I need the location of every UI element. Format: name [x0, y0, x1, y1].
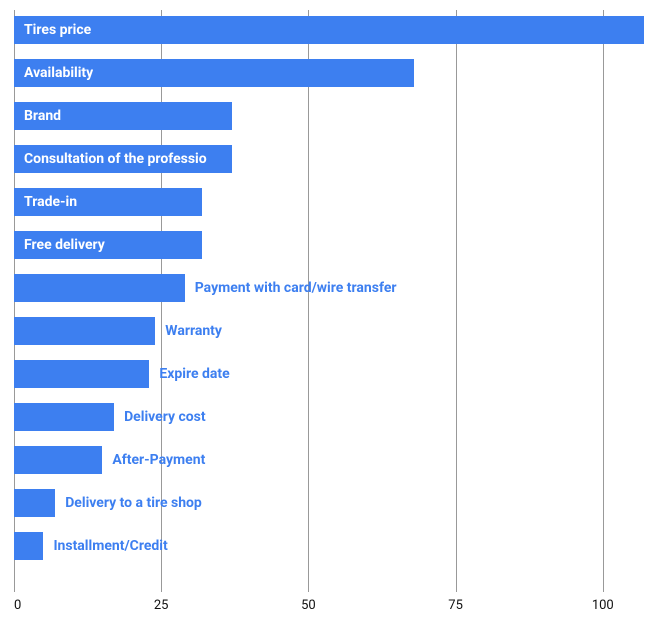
bar-row: Trade-in: [14, 188, 644, 216]
bar-row: Tires price: [14, 16, 644, 44]
plot-area: 0255075100Tires priceAvailabilityBrandCo…: [14, 10, 644, 592]
bar-label: Installment/Credit: [53, 538, 167, 554]
bar: Consultation of the professio: [14, 145, 232, 173]
bar-label: After-Payment: [112, 452, 205, 468]
bar-label: Delivery to a tire shop: [65, 495, 202, 511]
bar-label: Availability: [24, 65, 93, 81]
bar-label: Consultation of the professio: [24, 151, 207, 167]
bar-row: After-Payment: [14, 446, 644, 474]
x-tick-label: 25: [154, 598, 169, 613]
x-tick-label: 0: [14, 598, 21, 613]
bar: Brand: [14, 102, 232, 130]
x-tick-label: 50: [301, 598, 316, 613]
bar-row: Delivery to a tire shop: [14, 489, 644, 517]
bar: Free delivery: [14, 231, 202, 259]
bar-label: Free delivery: [24, 237, 105, 253]
bar-row: Brand: [14, 102, 644, 130]
bar-row: Installment/Credit: [14, 532, 644, 560]
bar: Availability: [14, 59, 414, 87]
bar: [14, 446, 102, 474]
bar-row: Free delivery: [14, 231, 644, 259]
x-tick-label: 75: [448, 598, 463, 613]
bar: [14, 403, 114, 431]
bar-row: Warranty: [14, 317, 644, 345]
bar-label: Trade-in: [24, 194, 77, 210]
bar-label: Payment with card/wire transfer: [195, 280, 397, 296]
bar-chart: 0 25 50 75 100 Tires price Availability Brand Co…: [0, 0, 664, 632]
bar: [14, 489, 55, 517]
bar: Tires price: [14, 16, 644, 44]
bar: [14, 360, 149, 388]
bar-row: Payment with card/wire transfer: [14, 274, 644, 302]
bar: [14, 274, 185, 302]
bar: Trade-in: [14, 188, 202, 216]
bar: [14, 532, 43, 560]
bar-label: Brand: [24, 108, 61, 124]
bar-row: Availability: [14, 59, 644, 87]
bar-row: Consultation of the professio: [14, 145, 644, 173]
bar-row: Delivery cost: [14, 403, 644, 431]
bar-label: Warranty: [165, 323, 222, 339]
x-tick-label: 100: [592, 598, 614, 613]
bar-row: Expire date: [14, 360, 644, 388]
bar-label: Tires price: [24, 22, 91, 38]
bar-label: Expire date: [159, 366, 229, 382]
bar-label: Delivery cost: [124, 409, 206, 425]
bar: [14, 317, 155, 345]
